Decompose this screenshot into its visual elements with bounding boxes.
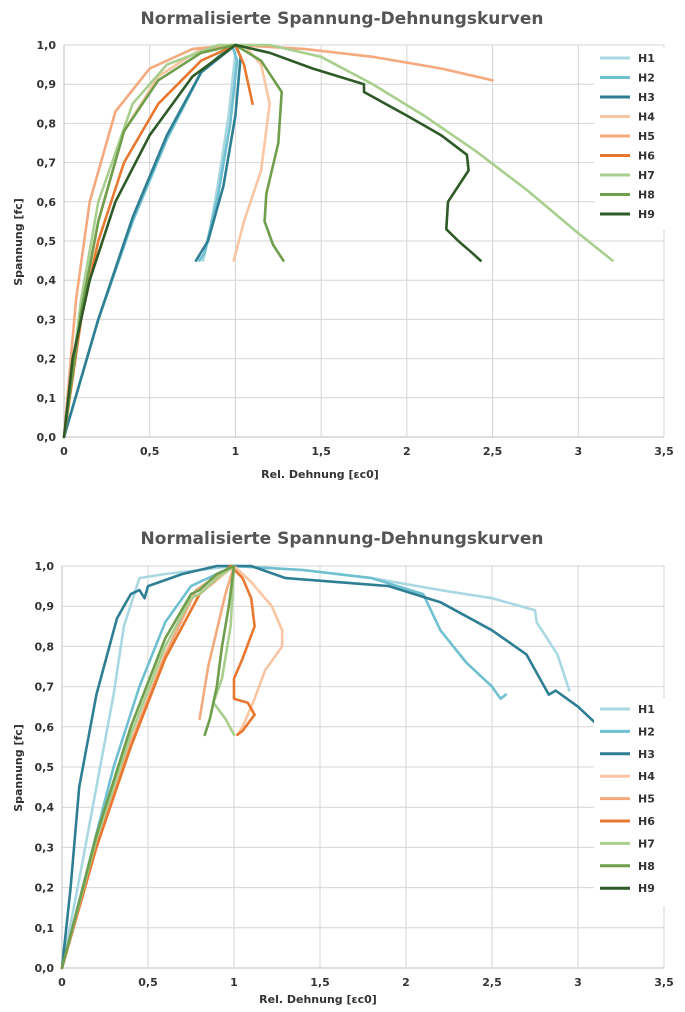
legend-label-h1: H1 [638, 703, 655, 716]
legend-label-h5: H5 [638, 793, 655, 806]
x-axis-label: Rel. Dehnung [ɛc0] [261, 468, 379, 481]
x-tick-label: 2 [402, 976, 410, 989]
legend-box [594, 698, 666, 906]
y-tick-label: 0,7 [35, 681, 55, 694]
x-tick-label: 3,5 [654, 445, 674, 458]
y-tick-label: 0,6 [35, 721, 55, 734]
x-tick-label: 0,5 [140, 445, 160, 458]
y-tick-label: 0,3 [35, 841, 55, 854]
chart-title: Normalisierte Spannung-Dehnungskurven [141, 529, 544, 549]
y-axis-label: Spannung [fc] [12, 198, 25, 286]
y-tick-label: 0,4 [35, 801, 55, 814]
legend-label-h1: H1 [638, 52, 655, 65]
chart-title: Normalisierte Spannung-Dehnungskurven [141, 9, 544, 29]
legend-label-h6: H6 [638, 150, 655, 163]
legend-label-h2: H2 [638, 72, 655, 85]
x-tick-label: 2,5 [483, 445, 503, 458]
x-tick-label: 3 [574, 976, 582, 989]
y-tick-label: 0,8 [35, 640, 55, 653]
legend-label-h8: H8 [638, 189, 655, 202]
y-tick-label: 1,0 [37, 39, 57, 52]
series-line-h6 [60, 564, 256, 970]
y-tick-label: 0,1 [35, 922, 55, 935]
series-line-h5 [62, 43, 494, 439]
x-tick-label: 1,5 [310, 976, 330, 989]
legend-label-h2: H2 [638, 725, 655, 738]
chart-top: Normalisierte Spannung-Dehnungskurven 0,0… [12, 9, 674, 481]
legend-label-h3: H3 [638, 748, 655, 761]
y-tick-label: 0,5 [35, 761, 55, 774]
x-tick-label: 1,5 [311, 445, 331, 458]
series-line-h2 [60, 564, 508, 970]
y-tick-label: 0,7 [37, 157, 57, 170]
legend-label-h7: H7 [638, 169, 655, 182]
y-tick-label: 0,4 [37, 274, 57, 287]
series-line-h8 [62, 43, 285, 439]
legend-label-h3: H3 [638, 91, 655, 104]
y-tick-label: 0,1 [37, 392, 57, 405]
x-tick-label: 0 [58, 976, 66, 989]
chart-top-svg: Normalisierte Spannung-Dehnungskurven 0,0… [12, 9, 674, 481]
x-tick-label: 1 [230, 976, 238, 989]
y-tick-label: 0,0 [35, 962, 55, 975]
x-tick-label: 2 [403, 445, 411, 458]
x-axis-label: Rel. Dehnung [ɛc0] [259, 993, 377, 1006]
y-axis-label: Spannung [fc] [12, 724, 25, 812]
legend-label-h5: H5 [638, 130, 655, 143]
x-tick-label: 3 [574, 445, 582, 458]
x-tick-label: 2,5 [482, 976, 502, 989]
y-tick-label: 0,8 [37, 117, 57, 130]
series-line-h8 [60, 564, 236, 970]
x-tick-label: 3,5 [654, 976, 674, 989]
legend-label-h4: H4 [638, 111, 655, 124]
series-line-h7 [62, 43, 614, 439]
series-line-h9 [62, 43, 482, 439]
y-tick-label: 0,2 [35, 882, 55, 895]
x-tick-label: 0,5 [138, 976, 158, 989]
y-tick-label: 0,0 [37, 431, 57, 444]
chart-bottom: Normalisierte Spannung-Dehnungskurven 0,0… [0, 506, 685, 1012]
legend-label-h8: H8 [638, 860, 655, 873]
chart-bottom-svg: Normalisierte Spannung-Dehnungskurven 0,0… [12, 529, 674, 1006]
x-tick-label: 0 [60, 445, 68, 458]
y-tick-label: 0,3 [37, 313, 57, 326]
y-tick-label: 0,9 [37, 78, 57, 91]
legend-box [594, 48, 666, 230]
x-tick-label: 1 [232, 445, 240, 458]
y-tick-label: 0,5 [37, 235, 57, 248]
legend-label-h9: H9 [638, 208, 655, 221]
legend-label-h4: H4 [638, 770, 655, 783]
legend-label-h7: H7 [638, 837, 655, 850]
legend-label-h6: H6 [638, 815, 655, 828]
y-tick-label: 0,6 [37, 196, 57, 209]
y-tick-label: 0,9 [35, 600, 55, 613]
y-tick-label: 0,2 [37, 353, 57, 366]
y-tick-label: 1,0 [35, 560, 55, 573]
legend-label-h9: H9 [638, 882, 655, 895]
